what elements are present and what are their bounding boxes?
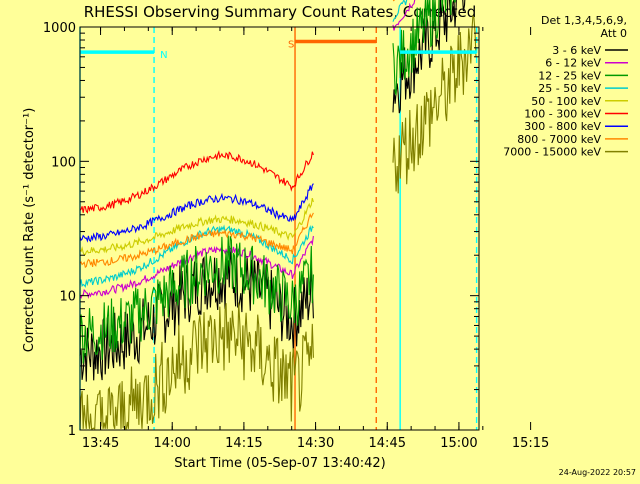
legend-item-label: 25 - 50 keV [538,82,601,95]
axes: 1 10 100 1000 13:45 14:00 14:15 14:30 14:45 15:00… [43,21,549,451]
legend-item-label: 7000 - 15000 keV [503,146,601,159]
series-line-4 [79,0,409,288]
x-tick-label: 14:15 [225,436,262,451]
legend-item-label: 800 - 7000 keV [517,133,601,146]
legend-item-label: 3 - 6 keV [552,44,601,57]
status-flags: NS [80,39,477,61]
series-line-8 [79,0,395,269]
legend-header: Det 1,3,4,5,6,9, [541,14,627,27]
plot-frame [79,26,480,431]
series-line-7 [79,183,314,243]
x-tick-label: 14:00 [153,436,190,451]
x-axis-label: Start Time (05-Sep-07 13:40:42) [174,456,385,471]
y-tick-label: 1 [68,424,76,439]
series-line-9 [79,14,477,430]
legend-header: Att 0 [601,27,627,40]
series-line-5 [79,197,314,256]
y-tick-label: 1000 [43,21,76,36]
series-line-6 [79,150,314,214]
chart-title: RHESSI Observing Summary Count Rates, Co… [84,3,477,21]
y-axis-label: Corrected Count Rate (s⁻¹ detector⁻¹) [22,108,37,353]
x-tick-label: 14:30 [297,436,334,451]
x-tick-label: 14:45 [369,436,406,451]
x-tick-label: 15:00 [440,436,477,451]
flag-label: S [288,39,294,50]
legend-item-label: 50 - 100 keV [531,95,601,108]
x-tick-label: 13:45 [82,436,119,451]
series-line-3 [79,0,456,364]
legend-item-label: 100 - 300 keV [524,108,601,121]
y-tick-label: 100 [51,155,76,170]
legend-item-label: 300 - 800 keV [524,120,601,133]
y-tick-label: 10 [59,290,76,305]
x-tick-label: 15:15 [512,436,549,451]
legend-item-label: 6 - 12 keV [545,57,601,70]
timestamp: 24-Aug-2022 20:57 [559,468,636,477]
legend-item-label: 12 - 25 keV [538,69,601,82]
series-lines [79,0,477,430]
flag-label: N [160,50,167,61]
